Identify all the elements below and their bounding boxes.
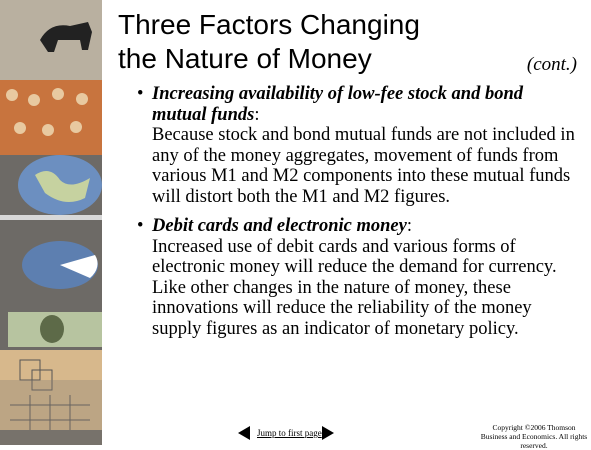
- bullet-suffix: :: [254, 104, 260, 125]
- bullet: Debit cards and electronic money:Increas…: [135, 216, 580, 339]
- bullet-suffix: :: [406, 216, 412, 236]
- title-note: (cont.): [526, 54, 577, 75]
- bullet-text: Increased use of debit cards and various…: [152, 236, 557, 339]
- copyright: Copyright ©2006 Thomson Business and Eco…: [480, 423, 588, 450]
- bullet-heading: Debit cards and electronic money: [152, 216, 407, 236]
- bullet: Increasing availability of low-fee stock…: [135, 84, 580, 207]
- bullet-heading: Increasing availability of low-fee stock…: [152, 84, 524, 125]
- bullet-text: Because stock and bond mutual funds are …: [152, 125, 575, 207]
- prev-arrow: [238, 426, 250, 440]
- image-strip: [0, 0, 104, 445]
- title-line: Three Factors Changing: [118, 9, 420, 40]
- bullet-list: Increasing availability of low-fee stock…: [135, 84, 580, 348]
- title-line: the Nature of Money: [118, 43, 372, 74]
- jump-link[interactable]: Jump to first page: [257, 428, 322, 438]
- next-arrow: [322, 426, 334, 440]
